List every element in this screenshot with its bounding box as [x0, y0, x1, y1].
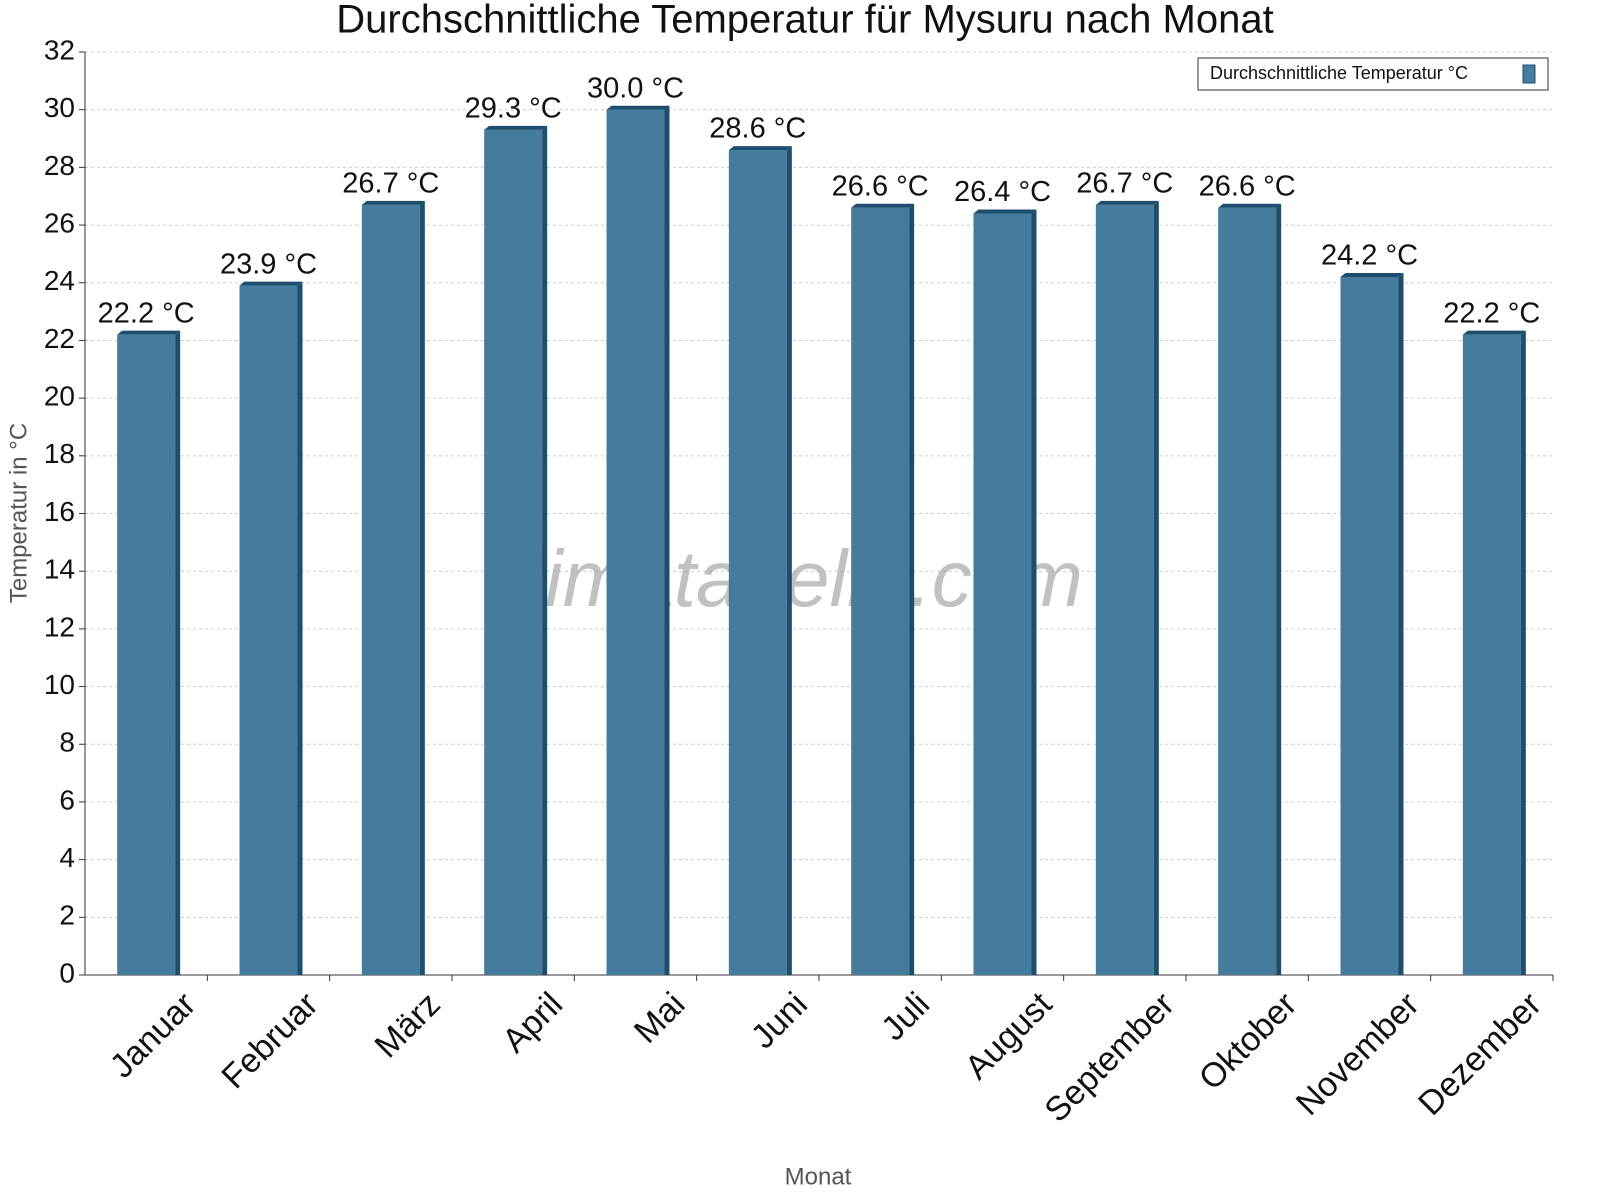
- y-tick-label: 32: [44, 34, 75, 65]
- y-tick-label: 26: [44, 207, 75, 238]
- bar-top: [606, 105, 670, 110]
- x-tick-label: April: [495, 985, 570, 1060]
- y-tick-label: 6: [59, 784, 75, 815]
- y-tick-label: 10: [44, 669, 75, 700]
- legend-label: Durchschnittliche Temperatur °C: [1210, 63, 1468, 83]
- y-tick-label: 24: [44, 265, 75, 296]
- bar: [1095, 204, 1154, 975]
- bar-top: [1218, 203, 1282, 208]
- bar-side: [1398, 272, 1404, 975]
- x-tick-label: März: [368, 985, 448, 1065]
- bar-side: [909, 203, 915, 976]
- bar-side: [664, 105, 670, 975]
- y-tick-label: 18: [44, 438, 75, 469]
- value-label: 23.9 °C: [220, 248, 317, 280]
- bar: [973, 213, 1032, 975]
- bar-side: [1031, 209, 1037, 975]
- value-label: 22.2 °C: [1443, 297, 1540, 329]
- x-tick-label: Dezember: [1411, 985, 1549, 1123]
- bar: [117, 334, 176, 975]
- bar-side: [786, 146, 792, 976]
- y-tick-label: 14: [44, 554, 75, 585]
- y-tick-label: 28: [44, 150, 75, 181]
- y-tick-label: 30: [44, 92, 75, 123]
- bar-top: [1095, 200, 1159, 205]
- bar: [606, 109, 665, 975]
- value-label: 26.4 °C: [954, 176, 1051, 208]
- x-tick-label: Februar: [214, 985, 325, 1096]
- bar: [239, 285, 298, 975]
- bar-side: [419, 200, 425, 975]
- bar-side: [542, 125, 548, 976]
- bar-top: [239, 281, 303, 286]
- value-label: 30.0 °C: [587, 72, 684, 104]
- y-axis-label: Temperatur in °C: [5, 423, 32, 603]
- bar-top: [1462, 330, 1526, 335]
- value-label: 24.2 °C: [1321, 240, 1418, 272]
- x-tick-label: Mai: [627, 985, 693, 1051]
- value-label: 26.6 °C: [832, 170, 929, 202]
- bar: [484, 129, 543, 976]
- y-tick-label: 20: [44, 381, 75, 412]
- value-label: 22.2 °C: [98, 297, 195, 329]
- bar-top: [973, 209, 1037, 214]
- bar-side: [297, 281, 303, 975]
- legend-box: [1197, 57, 1549, 91]
- value-label: 26.7 °C: [1076, 168, 1173, 200]
- bar-side: [1276, 203, 1282, 976]
- y-tick-label: 0: [59, 957, 75, 988]
- bar: [1340, 276, 1399, 975]
- x-axis-label: Monat: [785, 1163, 852, 1190]
- y-tick-label: 8: [59, 727, 75, 758]
- bar: [1462, 334, 1521, 975]
- x-tick-label: Juli: [874, 985, 937, 1048]
- value-label: 29.3 °C: [465, 93, 562, 125]
- x-tick-label: August: [958, 985, 1060, 1087]
- bar: [728, 150, 787, 976]
- bar-top: [361, 200, 425, 205]
- bar-top: [117, 330, 181, 335]
- bar-side: [175, 330, 181, 975]
- bar-top: [484, 125, 548, 130]
- bar: [851, 207, 910, 976]
- y-tick-label: 4: [59, 842, 75, 873]
- y-tick-label: 22: [44, 323, 75, 354]
- y-tick-label: 2: [59, 900, 75, 931]
- x-tick-label: Oktober: [1192, 985, 1304, 1097]
- x-tick-label: Juni: [744, 985, 815, 1056]
- bar-side: [1520, 330, 1526, 975]
- bar: [1218, 207, 1277, 976]
- bar-top: [851, 203, 915, 208]
- value-label: 26.7 °C: [342, 168, 439, 200]
- y-tick-label: 12: [44, 611, 75, 642]
- value-label: 26.6 °C: [1199, 170, 1296, 202]
- x-tick-label: Januar: [103, 985, 203, 1085]
- y-tick-label: 16: [44, 496, 75, 527]
- x-tick-label: September: [1037, 985, 1181, 1129]
- bar: [361, 204, 420, 975]
- bar-top: [728, 146, 792, 151]
- legend-swatch: [1522, 64, 1536, 84]
- x-tick-label: November: [1289, 985, 1427, 1123]
- chart-title: Durchschnittliche Temperatur für Mysuru …: [336, 0, 1273, 42]
- value-label: 28.6 °C: [709, 113, 806, 145]
- bar-top: [1340, 272, 1404, 277]
- bar-side: [1153, 200, 1159, 975]
